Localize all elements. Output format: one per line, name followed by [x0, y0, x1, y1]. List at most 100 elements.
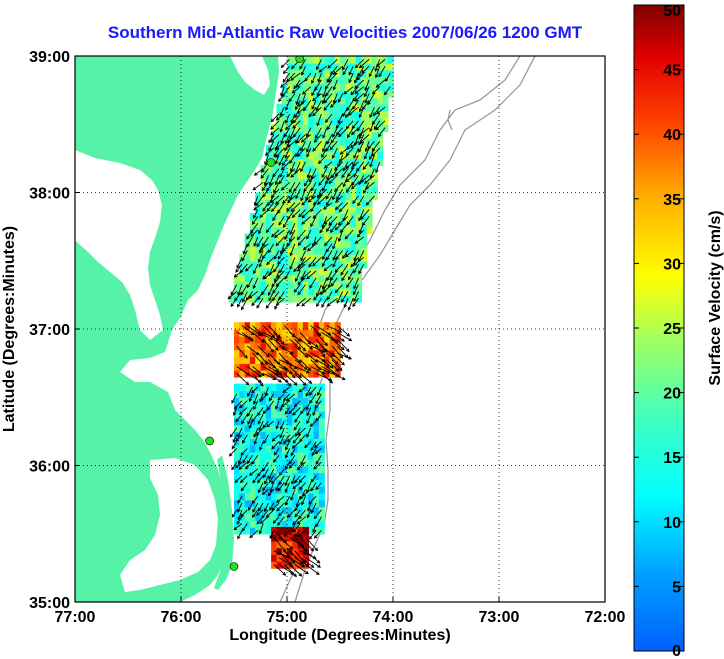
velocity-cell: [340, 247, 347, 255]
velocity-cell: [297, 97, 304, 105]
velocity-cell: [308, 451, 315, 460]
vector-head: [315, 417, 320, 422]
velocity-cell: [297, 185, 304, 194]
velocity-vector: [254, 195, 259, 206]
vector-head: [310, 208, 314, 213]
velocity-vector: [253, 400, 259, 410]
velocity-vector: [310, 325, 322, 336]
velocity-vector: [280, 420, 285, 430]
velocity-cell: [265, 438, 272, 446]
velocity-vector: [326, 134, 333, 145]
velocity-cell: [287, 281, 294, 289]
velocity-cell: [308, 260, 315, 269]
velocity-cell: [255, 274, 262, 282]
velocity-cell: [302, 445, 309, 453]
velocity-cell: [249, 253, 256, 262]
velocity-cell: [345, 288, 352, 296]
velocity-cell: [302, 267, 309, 276]
vector-head: [256, 304, 260, 309]
velocity-cell: [302, 540, 309, 549]
velocity-cell: [265, 233, 272, 242]
velocity-vector: [279, 427, 285, 438]
vector-head: [312, 262, 316, 267]
vector-head: [369, 114, 373, 119]
velocity-cell: [371, 69, 378, 78]
velocity-vector: [257, 414, 264, 425]
vector-head: [353, 79, 358, 84]
velocity-cell: [302, 240, 309, 248]
velocity-cell: [239, 363, 246, 371]
velocity-cell: [271, 458, 278, 467]
vector-head: [277, 396, 282, 401]
vector-head: [238, 466, 243, 470]
velocity-vector: [306, 141, 312, 153]
vector-head: [359, 140, 363, 144]
vector-head: [287, 199, 291, 204]
velocity-cell: [292, 213, 299, 221]
velocity-cell: [287, 240, 294, 248]
velocity-cell: [271, 438, 278, 446]
velocity-cell: [255, 499, 262, 508]
velocity-cell: [334, 260, 341, 269]
vector-head: [297, 242, 302, 246]
vector-head: [345, 178, 350, 183]
velocity-cell: [244, 499, 251, 508]
vector-head: [292, 485, 296, 490]
vector-head: [315, 135, 319, 140]
velocity-vector: [306, 482, 312, 493]
velocity-vector: [276, 502, 285, 512]
velocity-cell: [382, 97, 389, 105]
velocity-cell: [297, 124, 304, 132]
vector-head: [277, 487, 281, 492]
velocity-vector: [260, 243, 269, 251]
vector-head: [259, 398, 263, 403]
velocity-cell: [340, 233, 347, 242]
velocity-cell: [355, 206, 362, 214]
velocity-cell: [313, 76, 320, 85]
velocity-vector: [280, 86, 285, 96]
velocity-cell: [271, 131, 278, 139]
vector-head: [321, 174, 325, 179]
velocity-vector: [358, 65, 365, 77]
velocity-vector: [278, 345, 294, 354]
velocity-cell: [318, 506, 325, 515]
velocity-cell: [366, 206, 373, 214]
vector-head: [365, 201, 370, 206]
vector-head: [358, 229, 363, 234]
velocity-vector: [292, 523, 301, 533]
vector-head: [305, 196, 309, 201]
velocity-vector: [313, 195, 322, 206]
velocity-vector: [283, 366, 296, 378]
vector-head: [233, 405, 238, 410]
velocity-cell: [239, 424, 246, 433]
velocity-cell: [361, 206, 368, 214]
vector-head: [317, 160, 322, 165]
vector-head: [286, 514, 291, 518]
velocity-vector: [300, 161, 306, 172]
vector-head: [308, 263, 312, 268]
vector-head: [363, 93, 368, 98]
velocity-cell: [318, 520, 325, 528]
velocity-vector: [328, 216, 338, 226]
velocity-cell: [271, 417, 278, 426]
velocity-cell: [334, 90, 341, 98]
velocity-cell: [334, 240, 341, 248]
velocity-vector: [297, 229, 306, 240]
velocity-vector: [260, 393, 269, 401]
velocity-vector: [296, 79, 306, 88]
velocity-cell: [377, 124, 384, 132]
y-tick-label: 35:00: [29, 595, 70, 612]
velocity-vector: [310, 482, 317, 491]
vector-head: [288, 98, 292, 103]
vector-head: [358, 64, 363, 69]
velocity-cell: [366, 172, 373, 180]
velocity-vector: [312, 106, 322, 117]
vector-head: [271, 507, 276, 511]
velocity-cell: [355, 165, 362, 173]
velocity-cell: [265, 219, 272, 228]
velocity-cell: [244, 438, 251, 446]
vector-head: [268, 475, 272, 480]
vector-head: [286, 144, 291, 148]
velocity-cell: [297, 274, 304, 282]
vector-head: [277, 522, 281, 526]
